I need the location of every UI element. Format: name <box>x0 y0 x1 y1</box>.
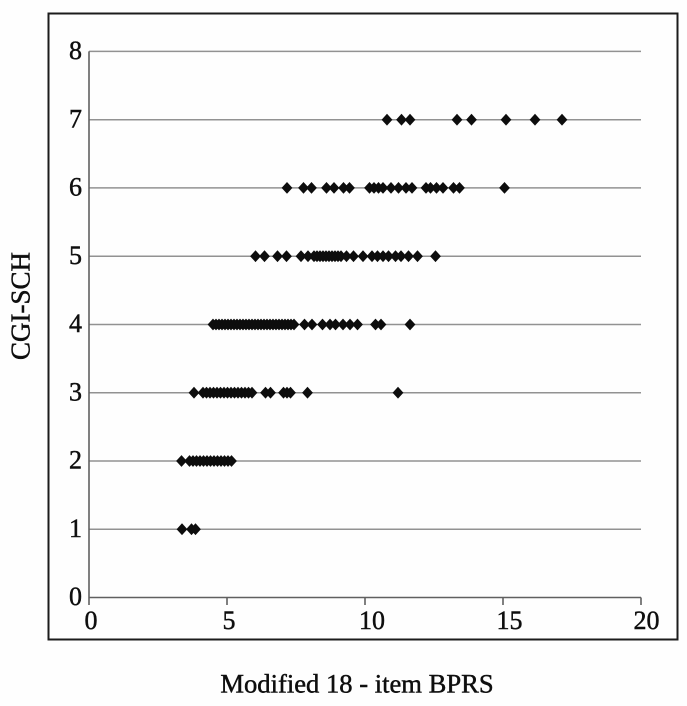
svg-text:4: 4 <box>69 309 82 338</box>
svg-text:1: 1 <box>69 514 82 543</box>
svg-text:5: 5 <box>69 241 82 270</box>
svg-text:10: 10 <box>359 606 385 635</box>
svg-text:8: 8 <box>69 36 82 65</box>
svg-text:7: 7 <box>69 104 82 133</box>
svg-text:CGI-SCH: CGI-SCH <box>6 252 36 360</box>
svg-text:15: 15 <box>497 606 523 635</box>
svg-text:20: 20 <box>634 606 660 635</box>
svg-text:0: 0 <box>69 582 82 611</box>
svg-text:Modified 18 - item BPRS: Modified 18 - item BPRS <box>220 668 493 698</box>
svg-text:0: 0 <box>85 606 98 635</box>
svg-text:6: 6 <box>69 173 82 202</box>
svg-text:3: 3 <box>69 377 82 406</box>
svg-text:5: 5 <box>223 606 236 635</box>
svg-text:2: 2 <box>69 446 82 475</box>
